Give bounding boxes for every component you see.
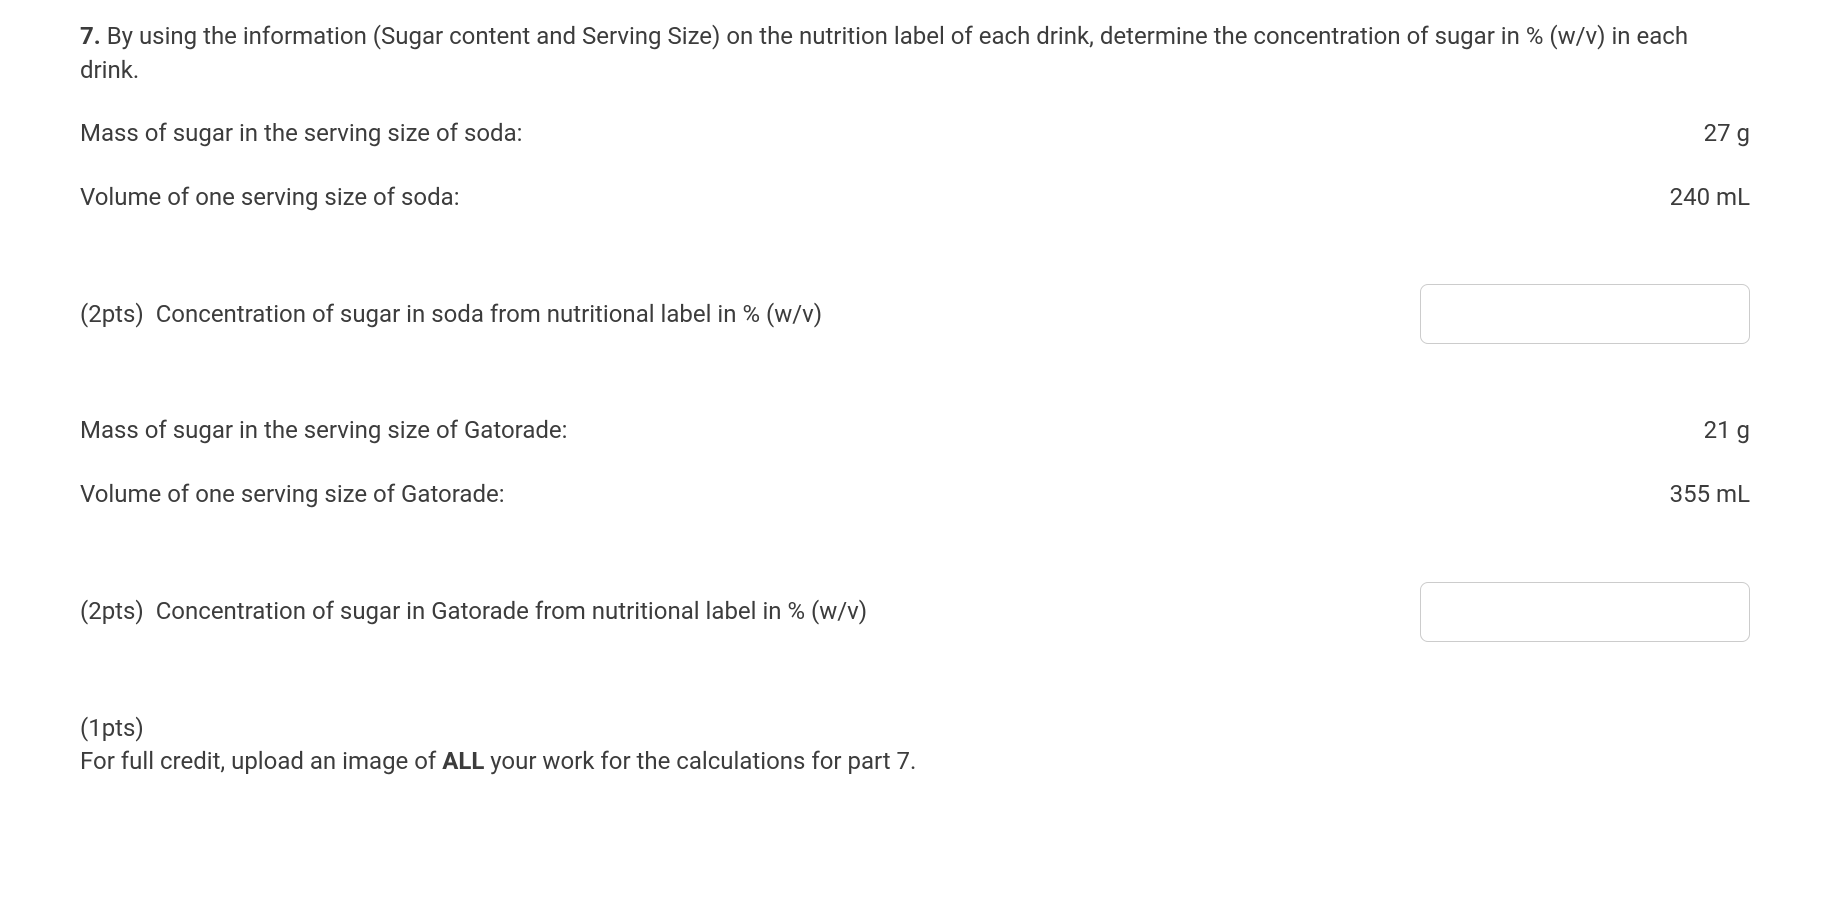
gatorade-volume-label: Volume of one serving size of Gatorade: xyxy=(80,478,1630,512)
question-header: 7. By using the information (Sugar conte… xyxy=(80,20,1750,87)
gatorade-mass-row: Mass of sugar in the serving size of Gat… xyxy=(80,414,1750,448)
soda-volume-label: Volume of one serving size of soda: xyxy=(80,181,1630,215)
gatorade-concentration-row: (2pts) Concentration of sugar in Gatorad… xyxy=(80,582,1750,642)
soda-mass-label: Mass of sugar in the serving size of sod… xyxy=(80,117,1630,151)
upload-section: (1pts) For full credit, upload an image … xyxy=(80,712,1750,779)
soda-volume-row: Volume of one serving size of soda: 240 … xyxy=(80,181,1750,215)
gatorade-volume-row: Volume of one serving size of Gatorade: … xyxy=(80,478,1750,512)
soda-mass-value: 27 g xyxy=(1630,117,1750,151)
question-number: 7. xyxy=(80,22,101,50)
gatorade-concentration-text: Concentration of sugar in Gatorade from … xyxy=(156,597,867,625)
upload-points: (1pts) xyxy=(80,712,1750,746)
soda-mass-row: Mass of sugar in the serving size of sod… xyxy=(80,117,1750,151)
gatorade-concentration-input[interactable] xyxy=(1420,582,1750,642)
soda-volume-value: 240 mL xyxy=(1630,181,1750,215)
soda-concentration-text: Concentration of sugar in soda from nutr… xyxy=(156,300,822,328)
question-text: By using the information (Sugar content … xyxy=(80,22,1688,84)
upload-text-bold: ALL xyxy=(442,747,484,775)
upload-text-after: your work for the calculations for part … xyxy=(484,747,916,775)
gatorade-mass-value: 21 g xyxy=(1630,414,1750,448)
soda-concentration-label: (2pts) Concentration of sugar in soda fr… xyxy=(80,298,1420,332)
soda-concentration-points: (2pts) xyxy=(80,300,144,328)
upload-instruction: For full credit, upload an image of ALL … xyxy=(80,745,1750,779)
gatorade-mass-label: Mass of sugar in the serving size of Gat… xyxy=(80,414,1630,448)
soda-concentration-row: (2pts) Concentration of sugar in soda fr… xyxy=(80,284,1750,344)
upload-text-before: For full credit, upload an image of xyxy=(80,747,442,775)
gatorade-concentration-points: (2pts) xyxy=(80,597,144,625)
soda-concentration-input[interactable] xyxy=(1420,284,1750,344)
gatorade-volume-value: 355 mL xyxy=(1630,478,1750,512)
gatorade-concentration-label: (2pts) Concentration of sugar in Gatorad… xyxy=(80,595,1420,629)
